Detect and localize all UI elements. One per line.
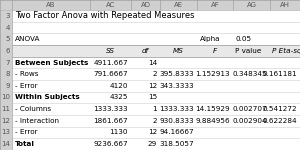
Text: Between Subjects: Between Subjects: [15, 60, 88, 66]
Text: Within Subjects: Within Subjects: [15, 94, 80, 100]
Text: Two Factor Anova with Repeated Measures: Two Factor Anova with Repeated Measures: [15, 11, 194, 20]
Bar: [0, 0, 300, 10]
Text: 9: 9: [5, 83, 10, 89]
Text: AB: AB: [46, 2, 56, 8]
Text: AD: AD: [140, 2, 151, 8]
Text: 0.002904: 0.002904: [232, 118, 267, 124]
Text: 2: 2: [152, 118, 157, 124]
Text: 1333.333: 1333.333: [159, 106, 194, 112]
Text: 14: 14: [148, 60, 157, 66]
Text: 7: 7: [5, 60, 10, 66]
Text: 94.16667: 94.16667: [159, 129, 194, 135]
Text: 12: 12: [1, 118, 10, 124]
Text: 10: 10: [1, 94, 10, 100]
Text: AG: AG: [247, 2, 256, 8]
Text: 14.15929: 14.15929: [195, 106, 230, 112]
Text: MS: MS: [173, 48, 184, 54]
Text: P value: P value: [235, 48, 261, 54]
Text: AF: AF: [211, 2, 219, 8]
Text: 1861.667: 1861.667: [93, 118, 128, 124]
Text: 4325: 4325: [110, 94, 128, 100]
Text: 13: 13: [1, 129, 10, 135]
Text: AH: AH: [280, 2, 290, 8]
Text: 1333.333: 1333.333: [93, 106, 128, 112]
Text: AC: AC: [106, 2, 115, 8]
Text: Alpha: Alpha: [200, 36, 220, 42]
Text: 0.622284: 0.622284: [262, 118, 297, 124]
Text: P Eta-sq: P Eta-sq: [272, 48, 300, 54]
Text: 12: 12: [148, 129, 157, 135]
Text: 11: 11: [1, 106, 10, 112]
Text: 318.5057: 318.5057: [159, 141, 194, 147]
Text: 0.002707: 0.002707: [232, 106, 267, 112]
Text: 8: 8: [5, 71, 10, 77]
Text: 343.3333: 343.3333: [159, 83, 194, 89]
Text: 9236.667: 9236.667: [93, 141, 128, 147]
Text: - Columns: - Columns: [15, 106, 51, 112]
Text: SS: SS: [106, 48, 115, 54]
Text: Total: Total: [15, 141, 35, 147]
Text: 395.8333: 395.8333: [159, 71, 194, 77]
Text: 4911.667: 4911.667: [93, 60, 128, 66]
Text: AE: AE: [174, 2, 183, 8]
Text: - Error: - Error: [15, 129, 38, 135]
Text: 9.884956: 9.884956: [195, 118, 230, 124]
Text: - Error: - Error: [15, 83, 38, 89]
Text: df: df: [142, 48, 149, 54]
Text: 1: 1: [152, 106, 157, 112]
Bar: [12, 45, 300, 57]
Bar: [0, 10, 12, 150]
Text: 12: 12: [148, 83, 157, 89]
Text: 791.6667: 791.6667: [93, 71, 128, 77]
Text: 14: 14: [1, 141, 10, 147]
Text: 930.8333: 930.8333: [159, 118, 194, 124]
Text: 1.152913: 1.152913: [195, 71, 230, 77]
Text: 4: 4: [6, 24, 10, 30]
Text: 0.348345: 0.348345: [232, 71, 267, 77]
Text: F: F: [213, 48, 217, 54]
Text: 29: 29: [148, 141, 157, 147]
Text: 0.05: 0.05: [236, 36, 252, 42]
Text: 4120: 4120: [110, 83, 128, 89]
Text: - Rows: - Rows: [15, 71, 38, 77]
Text: 0.161181: 0.161181: [262, 71, 297, 77]
Text: 1130: 1130: [110, 129, 128, 135]
Text: 0.541272: 0.541272: [262, 106, 297, 112]
Text: 3: 3: [5, 13, 10, 19]
Text: ANOVA: ANOVA: [15, 36, 40, 42]
Text: 5: 5: [6, 36, 10, 42]
Text: 15: 15: [148, 94, 157, 100]
Text: 6: 6: [5, 48, 10, 54]
Text: - Interaction: - Interaction: [15, 118, 59, 124]
Text: 2: 2: [152, 71, 157, 77]
